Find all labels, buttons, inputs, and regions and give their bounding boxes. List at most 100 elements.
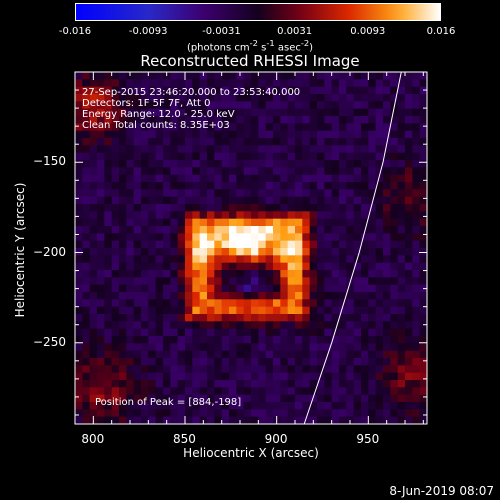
heatmap-cell	[309, 108, 318, 117]
heatmap-cell	[412, 402, 421, 410]
heatmap-cell	[383, 130, 391, 139]
heatmap-cell	[324, 292, 333, 300]
heatmap-cell	[177, 138, 186, 146]
heatmap-cell	[155, 380, 164, 388]
heatmap-cell	[265, 167, 274, 176]
heatmap-cell	[368, 270, 377, 278]
heatmap-cell	[317, 211, 325, 220]
heatmap-cell	[177, 211, 186, 220]
heatmap-cell	[317, 79, 325, 88]
heatmap-cell	[280, 116, 289, 124]
heatmap-cell	[251, 255, 259, 264]
heatmap-cell	[148, 299, 157, 308]
heatmap-cell	[97, 350, 105, 359]
heatmap-cell	[236, 152, 245, 161]
heatmap-cell	[412, 108, 421, 117]
heatmap-cell	[353, 204, 362, 212]
heatmap-cell	[405, 343, 413, 352]
heatmap-cell	[405, 116, 413, 124]
heatmap-cell	[214, 321, 223, 330]
heatmap-cell	[104, 328, 113, 337]
heatmap-cell	[111, 182, 120, 190]
heatmap-cell	[82, 292, 91, 300]
heatmap-cell	[170, 314, 179, 322]
heatmap-cell	[192, 174, 201, 183]
heatmap-cell	[236, 204, 245, 212]
heatmap-cell	[419, 130, 428, 139]
heatmap-cell	[397, 196, 406, 205]
heatmap-cell	[111, 343, 120, 352]
heatmap-cell	[251, 365, 259, 374]
heatmap-cell	[405, 130, 413, 139]
heatmap-cell	[126, 130, 135, 139]
heatmap-cell	[75, 350, 83, 359]
heatmap-cell	[207, 350, 215, 359]
heatmap-cell	[104, 387, 113, 396]
heatmap-cell	[133, 101, 142, 110]
heatmap-cell	[192, 123, 201, 132]
heatmap-cell	[185, 233, 193, 242]
heatmap-cell	[192, 409, 201, 418]
heatmap-cell	[390, 328, 399, 337]
heatmap-cell	[280, 262, 289, 271]
heatmap-cell	[133, 365, 142, 374]
heatmap-cell	[353, 196, 362, 205]
heatmap-cell	[339, 409, 347, 418]
heatmap-cell	[170, 145, 179, 154]
heatmap-cell	[214, 292, 223, 300]
heatmap-cell	[155, 416, 164, 425]
heatmap-cell	[133, 160, 142, 168]
heatmap-cell	[97, 248, 105, 256]
heatmap-cell	[155, 174, 164, 183]
heatmap-cell	[361, 174, 369, 183]
heatmap-cell	[229, 270, 237, 278]
heatmap-cell	[148, 108, 157, 117]
heatmap-cell	[324, 196, 333, 205]
heatmap-cell	[324, 314, 333, 322]
heatmap-cell	[82, 248, 91, 256]
heatmap-cell	[221, 130, 230, 139]
heatmap-cell	[177, 284, 186, 293]
heatmap-cell	[192, 167, 201, 176]
heatmap-cell	[309, 343, 318, 352]
heatmap-cell	[75, 240, 83, 249]
heatmap-cell	[133, 409, 142, 418]
heatmap-cell	[104, 255, 113, 264]
heatmap-cell	[177, 72, 186, 80]
heatmap-cell	[265, 350, 274, 359]
heatmap-cell	[295, 167, 303, 176]
heatmap-cell	[383, 196, 391, 205]
heatmap-cell	[141, 358, 149, 366]
heatmap-cell	[155, 240, 164, 249]
heatmap-cell	[390, 211, 399, 220]
heatmap-cell	[119, 123, 127, 132]
heatmap-cell	[339, 402, 347, 410]
heatmap-cell	[251, 248, 259, 256]
heatmap-cell	[309, 86, 318, 95]
heatmap-cell	[192, 226, 201, 234]
heatmap-cell	[199, 255, 208, 264]
heatmap-cell	[302, 284, 311, 293]
heatmap-cell	[397, 358, 406, 366]
heatmap-cell	[119, 270, 127, 278]
heatmap-cell	[265, 86, 274, 95]
heatmap-cell	[82, 358, 91, 366]
heatmap-cell	[119, 160, 127, 168]
heatmap-cell	[111, 72, 120, 80]
heatmap-cell	[375, 226, 384, 234]
heatmap-cell	[141, 284, 149, 293]
heatmap-cell	[251, 328, 259, 337]
heatmap-cell	[229, 233, 237, 242]
heatmap-cell	[133, 350, 142, 359]
heatmap-cell	[229, 314, 237, 322]
heatmap-cell	[251, 138, 259, 146]
heatmap-cell	[207, 270, 215, 278]
heatmap-cell	[368, 336, 377, 344]
heatmap-cell	[390, 372, 399, 381]
heatmap-cell	[368, 123, 377, 132]
heatmap-cell	[353, 394, 362, 403]
heatmap-cell	[331, 284, 340, 293]
heatmap-cell	[236, 321, 245, 330]
heatmap-cell	[207, 380, 215, 388]
colorbar-tick-label: 0.016	[426, 26, 456, 37]
